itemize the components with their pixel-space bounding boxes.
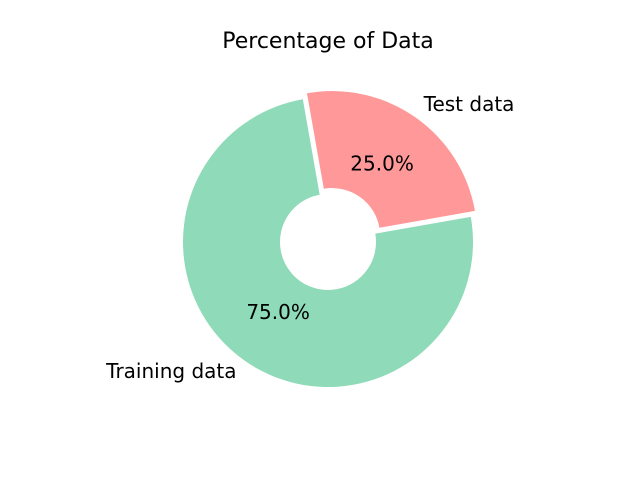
percent-label-test-data: 25.0%: [350, 151, 414, 175]
pie-slices: [182, 91, 475, 387]
chart-title: Percentage of Data: [222, 29, 433, 54]
category-label-test-data: Test data: [423, 92, 515, 116]
slice-test-data: [306, 91, 475, 228]
slice-training-data: [182, 99, 473, 387]
pie-labels: Training data 75.0% Test data 25.0%: [105, 92, 514, 383]
percent-label-training-data: 75.0%: [246, 300, 310, 324]
category-label-training-data: Training data: [105, 359, 236, 383]
